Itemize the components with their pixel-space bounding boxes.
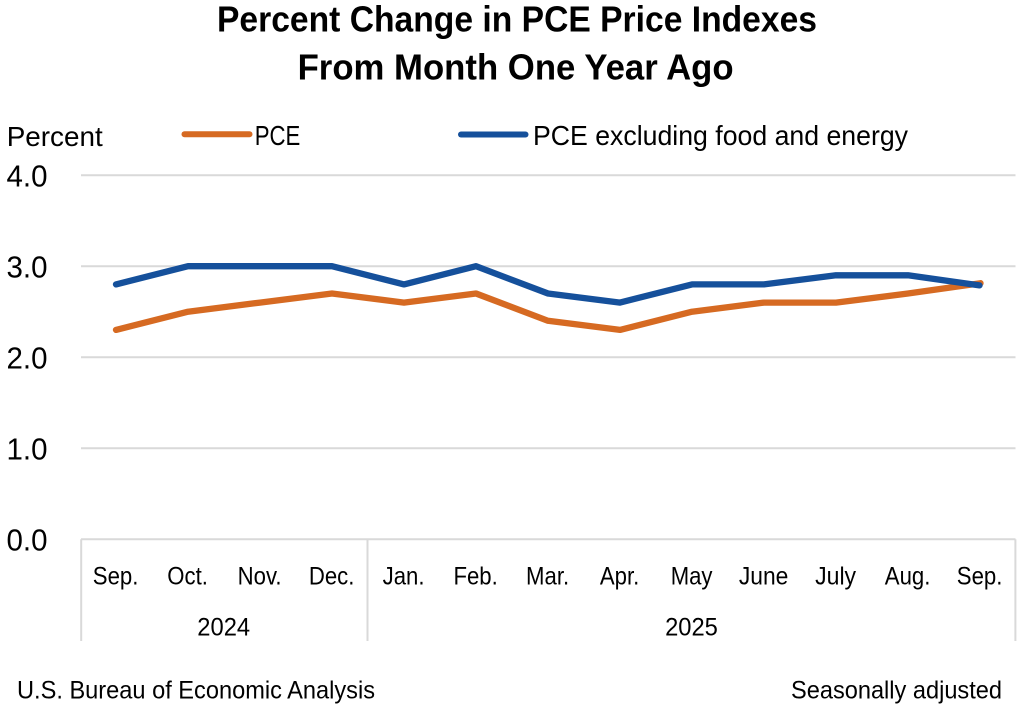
svg-text:June: June <box>739 563 789 591</box>
svg-text:PCE: PCE <box>255 120 301 151</box>
svg-text:1.0: 1.0 <box>7 432 48 467</box>
svg-text:Sep.: Sep. <box>957 563 1003 591</box>
svg-text:0.0: 0.0 <box>7 523 48 558</box>
svg-text:Feb.: Feb. <box>453 563 497 591</box>
svg-text:U.S. Bureau of Economic Analys: U.S. Bureau of Economic Analysis <box>17 677 375 704</box>
svg-text:PCE excluding food and energy: PCE excluding food and energy <box>533 120 908 151</box>
svg-text:July: July <box>815 563 856 591</box>
svg-text:Oct.: Oct. <box>167 563 208 591</box>
svg-text:3.0: 3.0 <box>7 250 48 285</box>
svg-text:Apr.: Apr. <box>600 563 639 591</box>
svg-text:Dec.: Dec. <box>309 563 355 591</box>
svg-text:Jan.: Jan. <box>383 563 425 591</box>
svg-text:2025: 2025 <box>665 613 718 641</box>
svg-text:Percent: Percent <box>7 121 103 152</box>
svg-text:From Month One Year Ago: From Month One Year Ago <box>298 46 734 87</box>
svg-text:2024: 2024 <box>197 613 250 641</box>
svg-text:May: May <box>671 563 713 591</box>
svg-text:Aug.: Aug. <box>885 563 931 591</box>
svg-text:Seasonally adjusted: Seasonally adjusted <box>791 678 1002 705</box>
svg-text:Percent Change in PCE Price In: Percent Change in PCE Price Indexes <box>217 0 817 40</box>
svg-text:Mar.: Mar. <box>526 563 569 591</box>
svg-text:Nov.: Nov. <box>238 563 282 591</box>
svg-text:4.0: 4.0 <box>7 159 48 194</box>
svg-text:Sep.: Sep. <box>93 563 139 591</box>
svg-text:2.0: 2.0 <box>7 341 48 376</box>
